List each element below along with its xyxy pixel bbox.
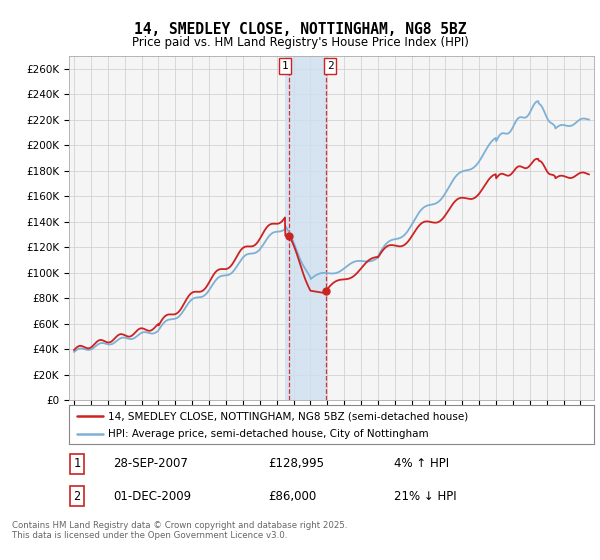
Text: 14, SMEDLEY CLOSE, NOTTINGHAM, NG8 5BZ: 14, SMEDLEY CLOSE, NOTTINGHAM, NG8 5BZ: [134, 22, 466, 38]
Text: 4% ↑ HPI: 4% ↑ HPI: [395, 457, 449, 470]
Text: 21% ↓ HPI: 21% ↓ HPI: [395, 489, 457, 503]
Text: 28-SEP-2007: 28-SEP-2007: [113, 457, 188, 470]
Text: 2: 2: [73, 489, 80, 503]
Text: 01-DEC-2009: 01-DEC-2009: [113, 489, 192, 503]
Text: £128,995: £128,995: [269, 457, 325, 470]
Text: 14, SMEDLEY CLOSE, NOTTINGHAM, NG8 5BZ (semi-detached house): 14, SMEDLEY CLOSE, NOTTINGHAM, NG8 5BZ (…: [109, 411, 469, 421]
Text: 1: 1: [282, 61, 289, 71]
Text: 1: 1: [73, 457, 80, 470]
Text: Contains HM Land Registry data © Crown copyright and database right 2025.
This d: Contains HM Land Registry data © Crown c…: [12, 521, 347, 540]
Text: Price paid vs. HM Land Registry's House Price Index (HPI): Price paid vs. HM Land Registry's House …: [131, 36, 469, 49]
Text: £86,000: £86,000: [269, 489, 317, 503]
Bar: [285, 56, 327, 400]
Text: HPI: Average price, semi-detached house, City of Nottingham: HPI: Average price, semi-detached house,…: [109, 429, 429, 439]
Text: 2: 2: [327, 61, 334, 71]
